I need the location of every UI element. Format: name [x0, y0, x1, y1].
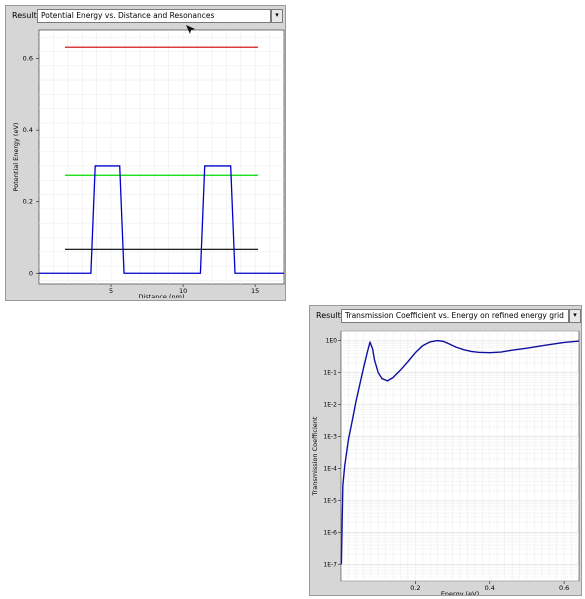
- x-axis-label: Distance (nm): [138, 293, 184, 298]
- y-tick-label: 1E-2: [323, 402, 337, 409]
- x-tick-label: 5: [109, 287, 113, 295]
- result-dropdown[interactable]: Potential Energy vs. Distance and Resona…: [37, 9, 271, 23]
- potential-profile-line: [39, 165, 284, 274]
- mouse-pointer-icon: [186, 25, 195, 34]
- y-tick-label: 1E-7: [323, 561, 337, 568]
- y-tick-label: 0: [29, 269, 33, 277]
- potential-panel: Result Potential Energy vs. Distance and…: [5, 5, 286, 301]
- transmission-panel: Result Transmission Coefficient vs. Ener…: [309, 305, 582, 596]
- transmission-chart: 0.2 0.4 0.6 1E0 1E-1 1E-2 1E-3 1E-4 1E-5 1E-6 1E-7…: [311, 330, 580, 595]
- dropdown-arrow-icon[interactable]: ▾: [271, 9, 283, 23]
- x-tick-label: 0.2: [410, 584, 420, 592]
- plot-area: [38, 29, 285, 285]
- y-tick-label: 0.4: [23, 126, 33, 134]
- result-label: Result: [316, 311, 341, 320]
- result-selector-bar: Result Potential Energy vs. Distance and…: [6, 6, 285, 28]
- y-axis-label: Transmission Coefficient: [311, 416, 319, 496]
- x-tick-label: 10: [179, 287, 187, 295]
- y-tick-label: 0.6: [23, 55, 33, 63]
- dropdown-arrow-icon[interactable]: ▾: [569, 309, 581, 323]
- x-tick-label: 0.6: [559, 584, 569, 592]
- y-axis-label: Potential Energy (eV): [12, 123, 20, 192]
- y-tick-label: 1E-4: [323, 465, 337, 472]
- result-label: Result: [12, 11, 37, 20]
- transmission-curve-line: [340, 339, 580, 565]
- y-tick-label: 0.2: [23, 198, 33, 206]
- x-tick-label: 15: [251, 287, 259, 295]
- result-dropdown[interactable]: Transmission Coefficient vs. Energy on r…: [341, 309, 569, 323]
- potential-chart: 5 10 15 0 0.2 0.4 0.6 Distance (nm) Potential En…: [12, 29, 285, 298]
- y-tick-label: 1E-1: [323, 370, 337, 377]
- x-axis-label: Energy (eV): [441, 590, 479, 595]
- result-selector-bar: Result Transmission Coefficient vs. Ener…: [310, 306, 581, 328]
- x-tick-label: 0.4: [485, 584, 495, 592]
- y-tick-label: 1E-5: [323, 497, 337, 504]
- y-tick-label: 1E0: [326, 338, 338, 345]
- y-tick-label: 1E-3: [323, 433, 337, 440]
- y-tick-label: 1E-6: [323, 529, 337, 536]
